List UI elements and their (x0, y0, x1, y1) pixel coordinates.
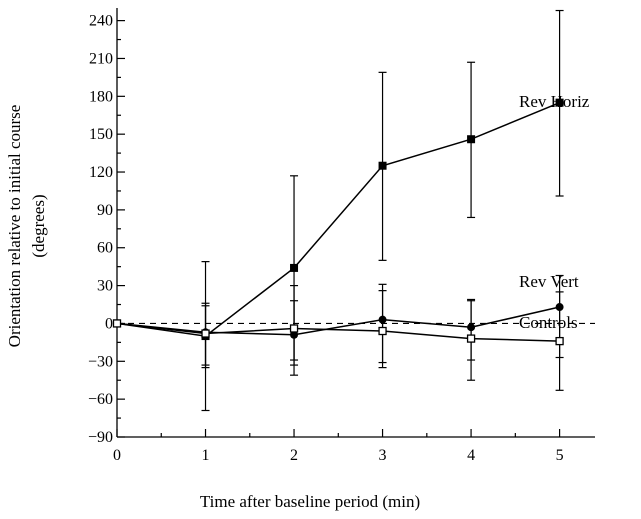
y-tick-label: 60 (97, 240, 113, 257)
controls-point (201, 329, 210, 338)
y-tick-label: 210 (89, 50, 113, 67)
x-tick-label: 4 (467, 447, 475, 464)
series-label-rev-vert: Rev Vert (519, 272, 579, 291)
series-label-controls: Controls (519, 313, 578, 332)
rev-horiz-point (290, 263, 299, 272)
controls-point (378, 326, 387, 336)
rev-horiz-point (378, 161, 387, 170)
series-labels: Rev Horiz Rev Vert Controls (519, 92, 590, 332)
series-label-rev-horiz: Rev Horiz (519, 92, 590, 111)
x-tick-label: 1 (202, 447, 210, 464)
series-rev-vert (113, 274, 564, 376)
y-tick-label: 240 (89, 13, 113, 30)
y-axis-title-line-1: Orientation relative to initial course (5, 105, 24, 348)
controls-point (555, 336, 564, 346)
axes (116, 8, 595, 438)
controls-line (116, 322, 560, 342)
rev-horiz-line (116, 101, 560, 337)
rev-vert-line (116, 306, 560, 336)
controls-point (112, 319, 122, 328)
y-tick-label: 90 (97, 202, 113, 219)
y-tick-label: 180 (89, 88, 113, 105)
x-tick-label: 2 (290, 447, 298, 464)
y-axis-ticks: −90 −60 −30 0 30 60 90 120 150 180 210 240 (88, 13, 125, 446)
y-axis-title-line-2: (degrees) (29, 194, 48, 257)
y-tick-label: −60 (88, 391, 113, 408)
y-axis-title: Orientation relative to initial course (… (5, 105, 48, 348)
x-axis-title: Time after baseline period (min) (200, 492, 420, 511)
controls-point (289, 324, 299, 333)
series-group (112, 9, 564, 412)
x-tick-label: 3 (379, 447, 387, 464)
rev-horiz-point (467, 135, 476, 144)
y-tick-label: 0 (105, 315, 113, 332)
y-tick-label: −90 (88, 429, 113, 446)
x-axis-ticks: 0 1 2 3 4 5 (113, 429, 564, 464)
series-rev-horiz (113, 9, 564, 412)
y-tick-label: 120 (89, 164, 113, 181)
y-tick-label: −30 (88, 353, 113, 370)
y-tick-label: 150 (89, 126, 113, 143)
y-tick-label: 30 (97, 278, 113, 295)
x-tick-label: 0 (113, 447, 121, 464)
rev-horiz-point (555, 98, 564, 107)
x-tick-label: 5 (556, 447, 564, 464)
controls-point (466, 334, 476, 343)
series-controls (112, 290, 564, 391)
